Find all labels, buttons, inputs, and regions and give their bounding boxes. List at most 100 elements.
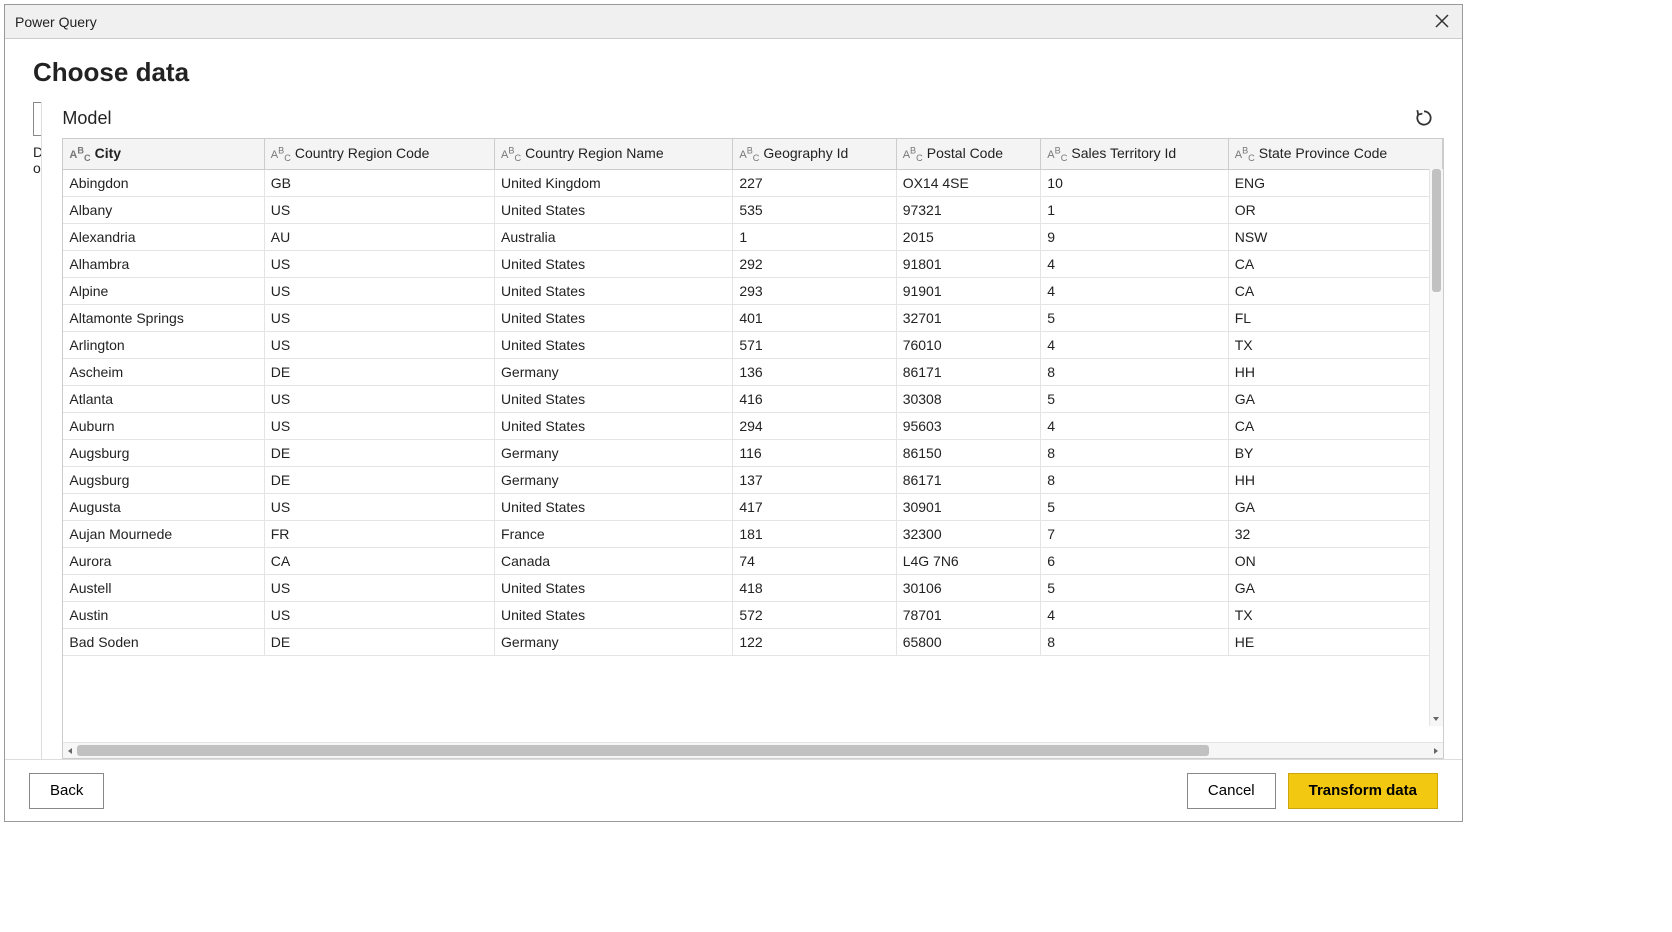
cell: ON [1228, 547, 1442, 574]
table-row[interactable]: ArlingtonUSUnited States571760104TX [63, 331, 1442, 358]
cell: 8 [1041, 439, 1228, 466]
table-row[interactable]: AuroraCACanada74L4G 7N66ON [63, 547, 1442, 574]
table-row[interactable]: AlexandriaAUAustralia120159NSW [63, 223, 1442, 250]
type-abc-icon: ABC [1047, 149, 1067, 161]
table-row[interactable]: AlhambraUSUnited States292918014CA [63, 250, 1442, 277]
column-header[interactable]: ABCCountry Region Code [264, 139, 494, 169]
vertical-scrollbar[interactable] [1429, 169, 1443, 726]
search-box[interactable] [33, 102, 42, 136]
table-row[interactable]: Bad SodenDEGermany122658008HE [63, 628, 1442, 655]
body: Display options Azure Analysis Services[… [5, 102, 1462, 759]
navigator-panel: Display options Azure Analysis Services[… [33, 102, 42, 759]
close-button[interactable] [1430, 9, 1454, 33]
table-row[interactable]: AbingdonGBUnited Kingdom227OX14 4SE10ENG [63, 169, 1442, 196]
cell: US [264, 250, 494, 277]
column-header[interactable]: ABCPostal Code [896, 139, 1041, 169]
cell: 32300 [896, 520, 1041, 547]
horizontal-scrollbar[interactable] [63, 742, 1443, 758]
cell: 4 [1041, 331, 1228, 358]
table-row[interactable]: AugustaUSUnited States417309015GA [63, 493, 1442, 520]
display-options-label: Display options [33, 144, 42, 176]
cell: 572 [733, 601, 896, 628]
cell: 8 [1041, 628, 1228, 655]
cell: Augusta [63, 493, 264, 520]
cell: US [264, 196, 494, 223]
cell: CA [1228, 250, 1442, 277]
transform-data-button[interactable]: Transform data [1288, 773, 1438, 809]
cell: Australia [495, 223, 733, 250]
table-row[interactable]: AlbanyUSUnited States535973211OR [63, 196, 1442, 223]
cell: Atlanta [63, 385, 264, 412]
cell: 91901 [896, 277, 1041, 304]
cell: 416 [733, 385, 896, 412]
table-row[interactable]: Aujan MournedeFRFrance18132300732 [63, 520, 1442, 547]
cell: Alpine [63, 277, 264, 304]
titlebar: Power Query [5, 5, 1462, 39]
cell: 5 [1041, 574, 1228, 601]
cell: 6 [1041, 547, 1228, 574]
scroll-left-arrow[interactable] [63, 743, 77, 758]
refresh-preview-button[interactable] [1414, 108, 1434, 128]
table-row[interactable]: Altamonte SpringsUSUnited States40132701… [63, 304, 1442, 331]
triangle-right-icon [1431, 746, 1441, 756]
cell: United States [495, 331, 733, 358]
column-header[interactable]: ABCState Province Code [1228, 139, 1442, 169]
cell: 86150 [896, 439, 1041, 466]
cell: Germany [495, 439, 733, 466]
cell: GA [1228, 493, 1442, 520]
table-row[interactable]: AlpineUSUnited States293919014CA [63, 277, 1442, 304]
cell: United States [495, 196, 733, 223]
column-header[interactable]: ABCGeography Id [733, 139, 896, 169]
scroll-right-arrow[interactable] [1429, 743, 1443, 758]
cell: NSW [1228, 223, 1442, 250]
cell: 137 [733, 466, 896, 493]
back-button[interactable]: Back [29, 773, 104, 809]
scroll-down-arrow[interactable] [1430, 712, 1443, 726]
cell: ENG [1228, 169, 1442, 196]
cell: US [264, 277, 494, 304]
table-body: AbingdonGBUnited Kingdom227OX14 4SE10ENG… [63, 169, 1442, 655]
cell: OX14 4SE [896, 169, 1041, 196]
cell: United Kingdom [495, 169, 733, 196]
cell: 294 [733, 412, 896, 439]
v-scrollbar-thumb[interactable] [1432, 169, 1441, 292]
table-row[interactable]: AugsburgDEGermany116861508BY [63, 439, 1442, 466]
type-abc-icon: ABC [739, 149, 759, 161]
cell: Germany [495, 358, 733, 385]
type-abc-icon: ABC [1235, 149, 1255, 161]
h-scrollbar-thumb[interactable] [77, 745, 1208, 756]
cell: 76010 [896, 331, 1041, 358]
cell: DE [264, 439, 494, 466]
cell: 74 [733, 547, 896, 574]
power-query-window: Power Query Choose data Display options [4, 4, 1463, 822]
cell: Aujan Mournede [63, 520, 264, 547]
table-row[interactable]: AustinUSUnited States572787014TX [63, 601, 1442, 628]
cell: Alexandria [63, 223, 264, 250]
cell: 5 [1041, 385, 1228, 412]
cell: Canada [495, 547, 733, 574]
cell: 30308 [896, 385, 1041, 412]
cell: Germany [495, 466, 733, 493]
cell: 136 [733, 358, 896, 385]
cell: DE [264, 466, 494, 493]
table-row[interactable]: AugsburgDEGermany137861718HH [63, 466, 1442, 493]
refresh-icon [1414, 108, 1434, 128]
column-header[interactable]: ABCCountry Region Name [495, 139, 733, 169]
cell: United States [495, 412, 733, 439]
header-row: ABCCityABCCountry Region CodeABCCountry … [63, 139, 1442, 169]
close-icon [1435, 14, 1449, 28]
table-row[interactable]: AuburnUSUnited States294956034CA [63, 412, 1442, 439]
table-row[interactable]: AustellUSUnited States418301065GA [63, 574, 1442, 601]
cancel-button[interactable]: Cancel [1187, 773, 1276, 809]
table-row[interactable]: AscheimDEGermany136861718HH [63, 358, 1442, 385]
cell: 78701 [896, 601, 1041, 628]
table-row[interactable]: AtlantaUSUnited States416303085GA [63, 385, 1442, 412]
cell: United States [495, 601, 733, 628]
column-header[interactable]: ABCSales Territory Id [1041, 139, 1228, 169]
column-header[interactable]: ABCCity [63, 139, 264, 169]
triangle-left-icon [65, 746, 75, 756]
display-options-button[interactable]: Display options [33, 144, 42, 176]
cell: United States [495, 385, 733, 412]
content: Choose data Display options [5, 39, 1462, 821]
cell: 227 [733, 169, 896, 196]
